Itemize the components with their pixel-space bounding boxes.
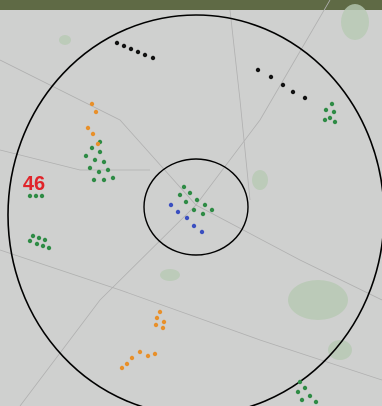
unit-marker bbox=[302, 95, 308, 101]
unit-marker bbox=[183, 199, 189, 205]
unit-marker bbox=[295, 389, 301, 395]
unit-marker bbox=[83, 153, 89, 159]
unit-marker bbox=[184, 215, 190, 221]
unit-marker bbox=[137, 349, 143, 355]
unit-marker bbox=[150, 55, 156, 61]
unit-marker bbox=[255, 67, 261, 73]
unit-marker bbox=[332, 119, 338, 125]
unit-marker bbox=[152, 351, 158, 357]
unit-marker bbox=[199, 229, 205, 235]
unit-marker bbox=[27, 238, 33, 244]
unit-marker bbox=[95, 141, 101, 147]
unit-marker bbox=[145, 353, 151, 359]
unit-marker bbox=[110, 175, 116, 181]
unit-marker bbox=[191, 207, 197, 213]
terrain bbox=[59, 4, 369, 360]
unit-marker bbox=[101, 177, 107, 183]
unit-marker bbox=[124, 361, 130, 367]
unit-marker bbox=[268, 74, 274, 80]
unit-marker bbox=[33, 193, 39, 199]
unit-marker bbox=[105, 167, 111, 173]
unit-marker bbox=[323, 107, 329, 113]
unit-marker bbox=[280, 82, 286, 88]
unit-marker bbox=[153, 322, 159, 328]
unit-marker bbox=[154, 315, 160, 321]
unit-marker bbox=[200, 211, 206, 217]
unit-marker bbox=[299, 397, 305, 403]
unit-marker bbox=[101, 159, 107, 165]
unit-marker bbox=[91, 177, 97, 183]
unit-marker bbox=[119, 365, 125, 371]
outer-range-ring bbox=[7, 14, 382, 406]
unit-marker bbox=[194, 197, 200, 203]
unit-marker bbox=[36, 235, 42, 241]
unit-marker bbox=[87, 165, 93, 171]
unit-marker bbox=[168, 202, 174, 208]
unit-marker bbox=[175, 209, 181, 215]
unit-marker bbox=[97, 149, 103, 155]
unit-marker bbox=[202, 202, 208, 208]
unit-marker bbox=[42, 237, 48, 243]
unit-marker bbox=[128, 46, 134, 52]
unit-marker bbox=[322, 117, 328, 123]
unit-marker bbox=[161, 319, 167, 325]
unit-marker bbox=[129, 355, 135, 361]
unit-marker bbox=[160, 325, 166, 331]
unit-marker bbox=[27, 193, 33, 199]
unit-marker bbox=[329, 101, 335, 107]
unit-count-label: 46 bbox=[23, 173, 45, 195]
unit-marker bbox=[327, 115, 333, 121]
unit-marker bbox=[96, 169, 102, 175]
unit-marker bbox=[30, 233, 36, 239]
unit-marker bbox=[307, 393, 313, 399]
inner-range-ring bbox=[143, 158, 249, 256]
unit-marker bbox=[89, 145, 95, 151]
unit-marker bbox=[39, 193, 45, 199]
unit-marker bbox=[290, 89, 296, 95]
unit-marker bbox=[34, 241, 40, 247]
unit-marker bbox=[40, 243, 46, 249]
unit-marker bbox=[331, 109, 337, 115]
unit-marker bbox=[121, 43, 127, 49]
unit-marker bbox=[93, 109, 99, 115]
unit-markers bbox=[27, 40, 338, 405]
unit-marker bbox=[313, 399, 319, 405]
unit-marker bbox=[89, 101, 95, 107]
unit-marker bbox=[187, 190, 193, 196]
unit-marker bbox=[135, 49, 141, 55]
unit-marker bbox=[46, 245, 52, 251]
unit-marker bbox=[181, 184, 187, 190]
unit-marker bbox=[177, 192, 183, 198]
unit-marker bbox=[191, 223, 197, 229]
unit-marker bbox=[114, 40, 120, 46]
unit-marker bbox=[90, 131, 96, 137]
unit-marker bbox=[209, 207, 215, 213]
unit-marker bbox=[92, 157, 98, 163]
unit-marker bbox=[297, 379, 303, 385]
unit-marker bbox=[85, 125, 91, 131]
unit-marker bbox=[157, 309, 163, 315]
unit-marker bbox=[142, 52, 148, 58]
unit-marker bbox=[302, 385, 308, 391]
photo-strip bbox=[0, 0, 382, 10]
